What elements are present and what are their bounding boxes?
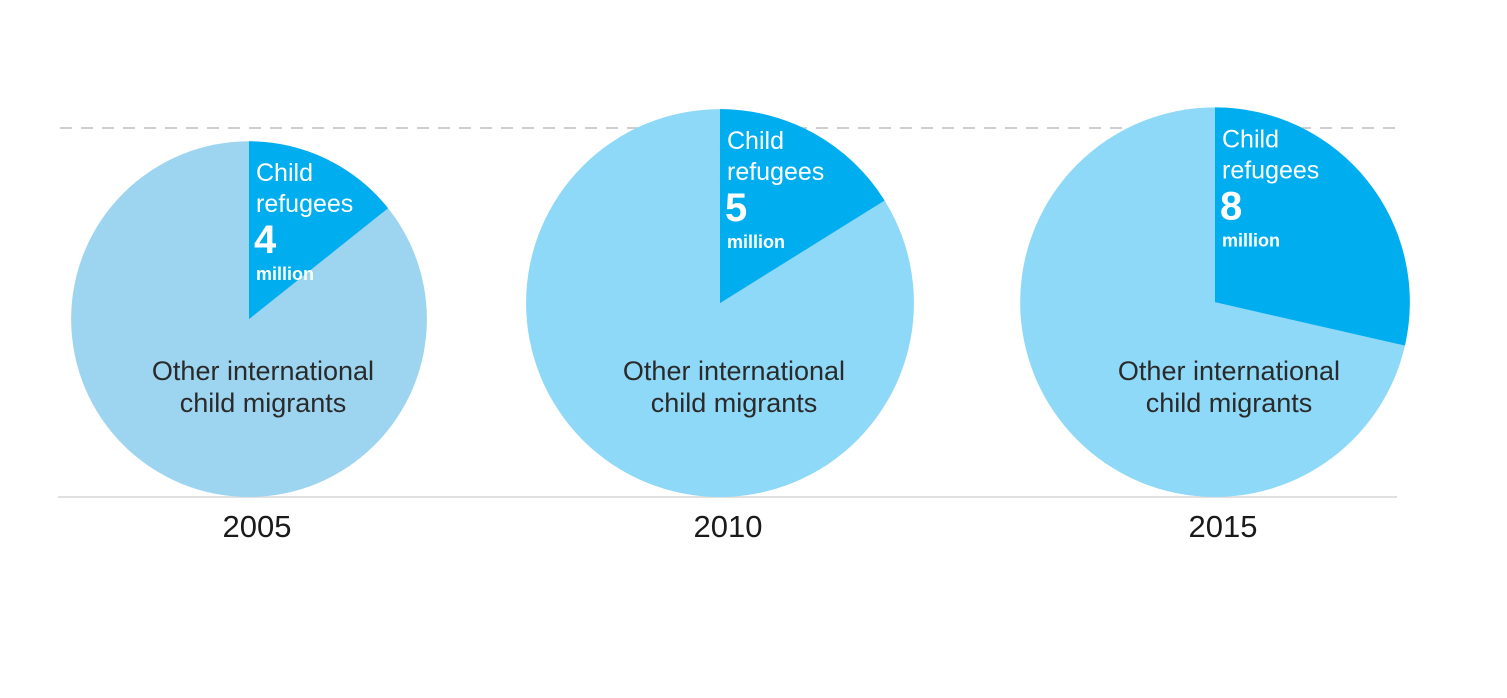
other-label-line2-2010: child migrants — [651, 388, 818, 418]
refugee-unit-2010: million — [727, 232, 785, 252]
refugee-unit-2015: million — [1222, 230, 1280, 250]
refugee-label-line1-2005: Child — [256, 159, 313, 187]
refugee-label-line2-2005: refugees — [256, 190, 353, 218]
other-label-line1-2005: Other international — [152, 356, 374, 386]
other-label-line2-2005: child migrants — [180, 388, 347, 418]
year-label-2005: 2005 — [223, 509, 292, 544]
refugee-label-line1-2015: Child — [1222, 125, 1279, 153]
refugee-unit-2005: million — [256, 264, 314, 284]
other-label-line1-2010: Other international — [623, 356, 845, 386]
slice-refugees-2010 — [720, 109, 885, 304]
other-label-line1-2015: Other international — [1118, 356, 1340, 386]
year-label-2015: 2015 — [1189, 509, 1258, 544]
refugee-value-2015: 8 — [1220, 184, 1242, 228]
refugee-label-line2-2015: refugees — [1222, 156, 1319, 184]
other-label-line2-2015: child migrants — [1146, 388, 1313, 418]
refugee-value-2005: 4 — [254, 218, 277, 262]
slice-refugees-2005 — [249, 141, 389, 320]
refugee-value-2010: 5 — [725, 186, 747, 230]
refugee-label-line2-2010: refugees — [727, 158, 824, 186]
slice-refugees-2015 — [1215, 107, 1410, 346]
refugee-label-line1-2010: Child — [727, 127, 784, 155]
year-label-2010: 2010 — [694, 509, 763, 544]
